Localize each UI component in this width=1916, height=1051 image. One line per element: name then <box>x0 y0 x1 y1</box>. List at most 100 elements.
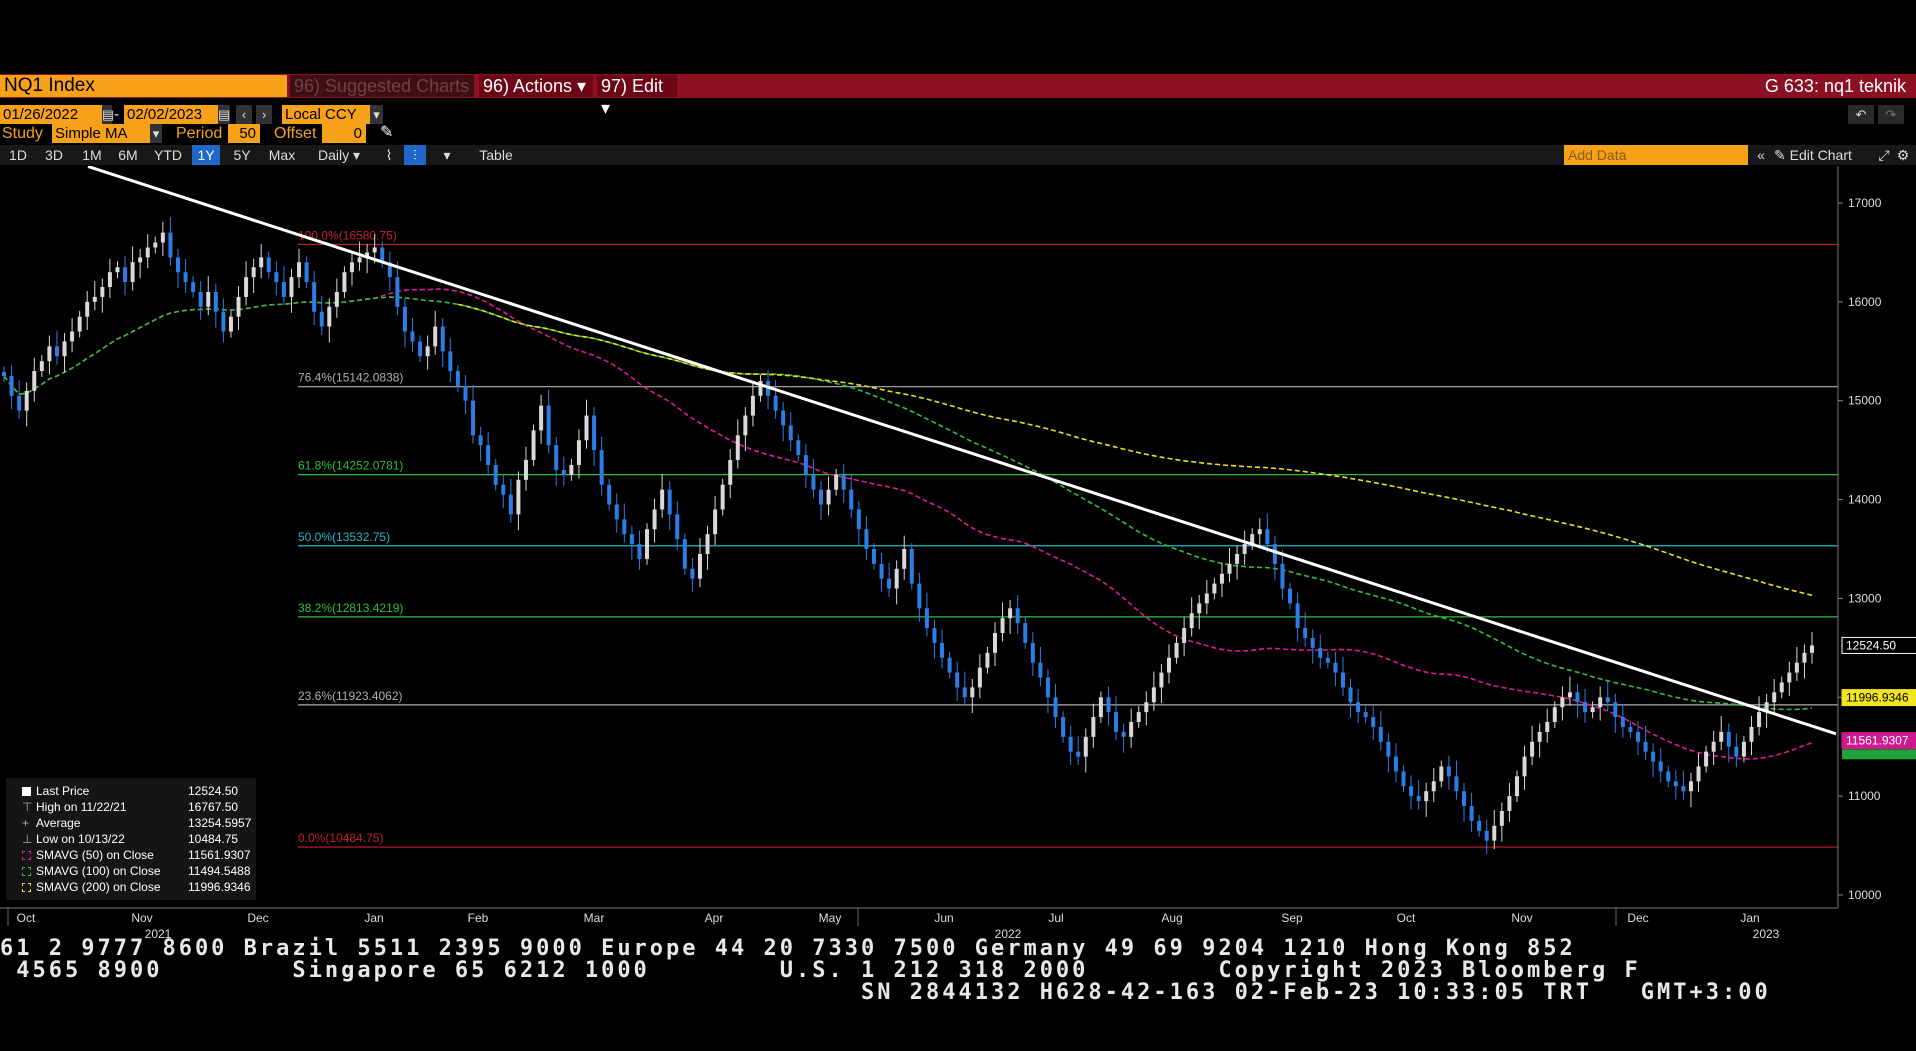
candle-body <box>1462 791 1467 807</box>
candle-body <box>1212 583 1217 594</box>
table-button[interactable]: Table <box>479 147 513 163</box>
range-1y[interactable]: 1Y <box>192 145 220 165</box>
collapse-icon[interactable]: « <box>1757 147 1765 163</box>
sma200-swatch <box>22 883 31 892</box>
candle-body <box>387 262 392 278</box>
redo-icon[interactable]: ↷ <box>1878 105 1904 124</box>
range-5y[interactable]: 5Y <box>233 147 251 163</box>
candle-body <box>879 563 884 579</box>
candle-body <box>1681 786 1686 792</box>
candle-body <box>1166 657 1171 673</box>
actions-menu-button[interactable]: 96) Actions ▾ <box>479 75 593 97</box>
candle-body <box>1522 756 1527 777</box>
settings-gear-icon[interactable]: ⚙ <box>1896 147 1910 163</box>
range-ytd[interactable]: YTD <box>154 147 182 163</box>
line-chart-icon[interactable]: ⌇ <box>385 147 393 163</box>
candle-body <box>175 257 180 273</box>
candle-body <box>2 372 6 376</box>
candle-body <box>380 247 385 263</box>
footer-contacts-line2: 4565 8900 Singapore 65 6212 1000 U.S. 1 … <box>0 958 1641 983</box>
candle-body <box>985 652 990 668</box>
edit-chart-button[interactable]: ✎ Edit Chart <box>1774 145 1876 165</box>
candle-body <box>1794 662 1799 673</box>
range-6m[interactable]: 6M <box>118 147 138 163</box>
range-1m[interactable]: 1M <box>82 147 102 163</box>
candle-body <box>750 395 755 416</box>
candle-body <box>123 267 128 283</box>
end-date-input[interactable]: 02/02/2023 <box>124 105 218 124</box>
candle-body <box>796 440 801 456</box>
candle-body <box>1121 731 1126 737</box>
candle-body <box>1076 751 1081 757</box>
candle-body <box>803 455 808 475</box>
currency-dropdown-icon[interactable]: ▾ <box>370 105 383 124</box>
pencil-icon[interactable]: ✎ <box>380 124 394 141</box>
x-month-label: Oct <box>17 911 36 925</box>
candle-body <box>1772 692 1777 703</box>
price-chart[interactable]: 100.0%(16580.75) 76.4%(15142.0838) 61.8%(1… <box>0 166 1916 941</box>
candle-body <box>1144 702 1149 713</box>
candle-body <box>947 657 952 673</box>
y-tick-label: 13000 <box>1848 591 1882 605</box>
candle-body <box>1590 707 1595 713</box>
suggested-charts-button[interactable]: 96) Suggested Charts <box>290 75 474 97</box>
legend-sma200: SMAVG (200) on Close 11996.9346 <box>12 880 252 895</box>
candle-body <box>54 346 59 357</box>
frequency-select[interactable]: Daily ▾ <box>317 147 361 163</box>
candle-body <box>1356 702 1361 713</box>
candle-body <box>508 494 513 515</box>
candle-body <box>1673 781 1678 787</box>
candle-body <box>1499 810 1504 826</box>
candle-body <box>493 464 498 485</box>
x-month-label: Feb <box>468 911 489 925</box>
end-calendar-icon[interactable]: ▤ <box>218 105 231 124</box>
range-1d[interactable]: 1D <box>9 147 27 163</box>
expand-icon[interactable]: ⤢ <box>1878 147 1890 163</box>
edit-menu-button[interactable]: 97) Edit ▾ <box>597 75 677 118</box>
candle-body <box>1030 642 1035 663</box>
candle-chart-icon[interactable]: ⫶ <box>404 145 426 165</box>
prev-period-icon[interactable]: ‹ <box>236 105 252 124</box>
fib-levels: 100.0%(16580.75) 76.4%(15142.0838) 61.8%(1… <box>298 228 1838 848</box>
candle-body <box>705 534 710 554</box>
fib-label: 50.0%(13532.75) <box>298 530 390 544</box>
candle-body <box>1038 662 1043 678</box>
candle-body <box>554 445 559 470</box>
sma100-price-tag <box>1842 749 1916 760</box>
candle-body <box>1484 830 1489 841</box>
candle-body <box>402 306 407 332</box>
candle-body <box>1424 791 1429 802</box>
security-ticker-field[interactable]: NQ1 Index <box>0 75 287 97</box>
next-period-icon[interactable]: › <box>256 105 272 124</box>
currency-select[interactable]: Local CCY <box>282 105 376 124</box>
add-data-input[interactable]: Add Data <box>1564 145 1748 165</box>
x-month-label: Oct <box>1397 911 1416 925</box>
candle-body <box>1741 741 1746 757</box>
undo-icon[interactable]: ↶ <box>1848 105 1874 124</box>
fib-label: 61.8%(14252.0781) <box>298 459 403 473</box>
study-select[interactable]: Simple MA <box>52 124 150 143</box>
candle-body <box>153 242 158 248</box>
candle-body <box>1348 687 1353 703</box>
offset-input[interactable]: 0 <box>322 124 366 143</box>
candle-body <box>39 361 44 372</box>
candle-body <box>1552 707 1557 722</box>
x-month-label: Nov <box>1511 911 1532 925</box>
x-month-label: Jan <box>1740 911 1759 925</box>
start-calendar-icon[interactable]: ▤ <box>102 105 115 124</box>
chart-type-dropdown-icon[interactable]: ▾ <box>443 147 451 163</box>
period-input[interactable]: 50 <box>228 124 260 143</box>
x-year-label: 2021 <box>145 927 172 941</box>
candle-body <box>244 277 249 297</box>
range-max[interactable]: Max <box>268 147 296 163</box>
candle-body <box>516 479 521 515</box>
candle-body <box>1507 796 1512 811</box>
range-3d[interactable]: 3D <box>45 147 63 163</box>
candle-body <box>1136 712 1141 722</box>
candle-body <box>1219 573 1224 584</box>
candle-body <box>1779 682 1784 693</box>
candle-body <box>531 430 536 461</box>
candle-body <box>584 415 589 441</box>
study-dropdown-icon[interactable]: ▾ <box>150 124 162 143</box>
start-date-input[interactable]: 01/26/2022 <box>0 105 102 124</box>
